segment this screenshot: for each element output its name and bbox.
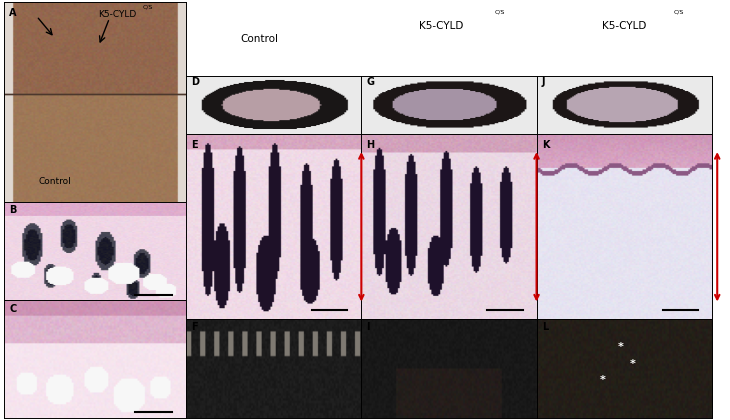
Text: C/S: C/S: [495, 9, 505, 14]
Text: B: B: [9, 205, 17, 215]
Text: H: H: [366, 140, 374, 150]
Text: K5-CYLD: K5-CYLD: [602, 21, 646, 31]
Text: K5-CYLD: K5-CYLD: [99, 10, 137, 19]
Text: *: *: [618, 342, 623, 352]
Text: K5-CYLD: K5-CYLD: [420, 21, 464, 31]
Text: *: *: [600, 375, 606, 386]
Text: C/S: C/S: [674, 9, 684, 14]
Text: *: *: [630, 359, 636, 369]
Text: I: I: [366, 322, 370, 332]
Text: K: K: [542, 140, 549, 150]
Text: E: E: [191, 140, 198, 150]
Text: D: D: [191, 77, 199, 87]
Text: Control: Control: [240, 34, 278, 44]
Text: C: C: [9, 304, 16, 314]
Text: C/S: C/S: [142, 4, 153, 9]
Text: G: G: [366, 77, 374, 87]
Text: A: A: [9, 8, 17, 18]
Text: Control: Control: [39, 177, 71, 186]
Text: F: F: [191, 322, 198, 332]
Text: J: J: [542, 77, 545, 87]
Text: L: L: [542, 322, 548, 332]
